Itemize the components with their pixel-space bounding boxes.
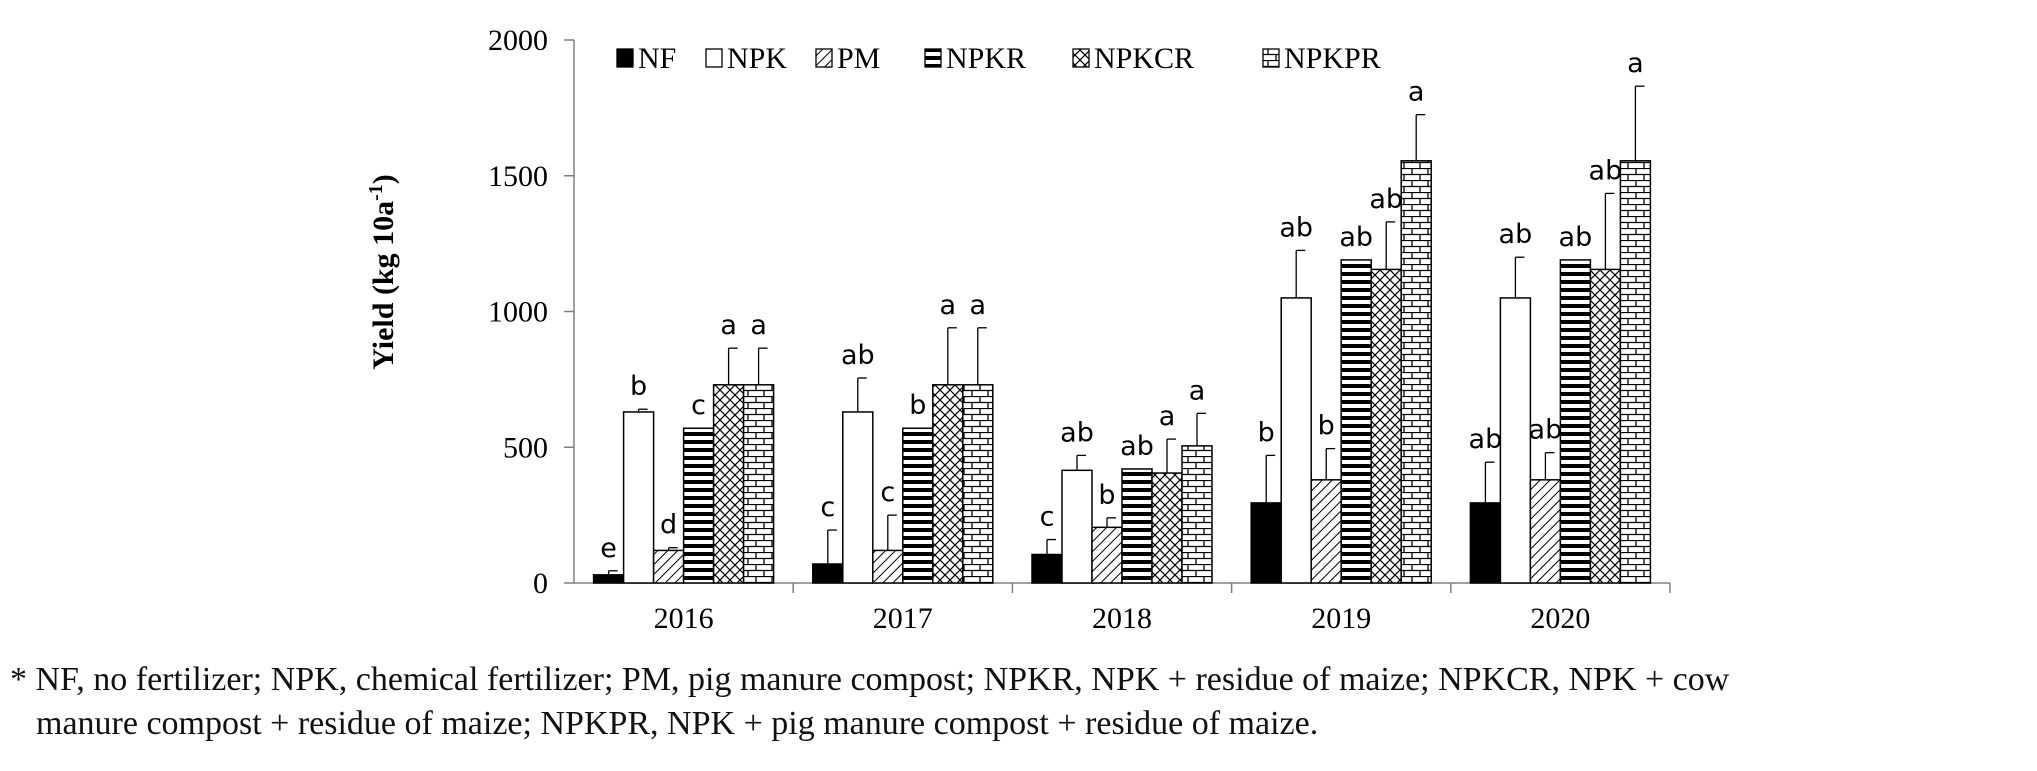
significance-letter: a [1408,77,1425,108]
footnote: * NF, no fertilizer; NPK, chemical ferti… [10,658,2030,746]
bar-pm-2020 [1529,479,1562,584]
bar-npk-2020 [1499,297,1532,584]
legend-swatch-npkr [924,48,942,68]
axes: 0 500 1000 1500 2000 2016 2017 2018 2019 2020 [488,24,1671,635]
significance-letter: a [970,290,987,321]
y-tick-label: 1000 [488,296,548,329]
bar-npkpr-2020 [1619,160,1652,584]
bar-npkpr-2019 [1400,160,1432,584]
bar-nf-2019 [1250,502,1282,584]
legend-label-nf: NF [638,42,676,75]
footnote-line-2: manure compost + residue of maize; NPKPR… [36,705,1319,742]
bar-pm-2019 [1310,479,1342,584]
bar-npk-2019 [1280,297,1312,584]
bar-npkr-2017 [902,427,934,584]
significance-letter: b [909,390,926,421]
bar-npkr-2016 [682,427,715,584]
significance-letter: ab [841,340,875,371]
bar-nf-2016 [592,574,625,584]
significance-letter: c [1040,502,1055,533]
significance-letter: a [1189,375,1206,406]
significance-letter: b [1098,480,1115,511]
significance-letter: a [940,290,957,321]
significance-letter: b [630,371,647,402]
significance-letter: ab [1279,212,1313,243]
x-tick-label: 2020 [1530,602,1590,635]
significance-letter: b [1318,411,1335,442]
significance-letter: b [1258,417,1275,448]
legend-swatch-npkpr [1262,48,1280,68]
bar-nf-2017 [812,563,844,584]
bar-npk-2016 [622,411,655,584]
bar-npk-2017 [842,411,874,584]
y-tick-label: 500 [503,431,548,464]
bar-npk-2018 [1061,469,1093,584]
bar-npkcr-2016 [712,384,745,584]
legend: NF NPK PM NPKR NPKCR NPKPR [616,42,1381,75]
significance-letter: ab [1499,219,1533,250]
significance-letter: ab [1589,155,1623,186]
significance-letter: c [691,390,706,421]
significance-letter: ab [1120,431,1154,462]
footnote-line-1: * NF, no fertilizer; NPK, chemical ferti… [10,661,1730,698]
legend-swatch-npkcr [1072,48,1090,68]
significance-letter: a [1159,401,1176,432]
legend-label-npkr: NPKR [946,42,1026,75]
significance-letter: c [880,477,895,508]
x-tick-label: 2017 [873,602,933,635]
bar-npkpr-2018 [1181,445,1213,584]
legend-label-npk: NPK [727,42,787,75]
y-axis-title: Yield (kg 10a-1) [365,174,400,370]
significance-letter: ab [1339,222,1373,253]
bar-pm-2017 [872,549,904,584]
bar-pm-2018 [1091,526,1123,584]
bar-chart: 0 500 1000 1500 2000 2016 2017 2018 2019 2020 e b d… [365,24,1671,635]
y-tick-label: 1500 [488,160,548,193]
legend-label-npkcr: NPKCR [1094,42,1194,75]
bar-npkcr-2017 [932,384,964,584]
y-tick-label: 0 [533,567,548,600]
legend-label-npkpr: NPKPR [1284,42,1381,75]
x-tick-label: 2019 [1311,602,1371,635]
significance-letter: c [820,492,835,523]
significance-letter: ab [1559,222,1593,253]
legend-swatch-nf [616,48,634,68]
significance-letter: d [660,510,677,541]
significance-letter: ab [1469,424,1503,455]
bar-npkr-2018 [1121,468,1153,584]
y-tick-label: 2000 [488,24,548,57]
bar-nf-2018 [1031,553,1063,584]
bar-npkcr-2019 [1370,268,1402,584]
significance-letter: e [600,533,617,564]
bar-npkcr-2020 [1589,268,1622,584]
significance-letter: a [750,310,767,341]
significance-letter: ab [1060,417,1094,448]
bar-npkpr-2017 [962,384,994,584]
legend-swatch-npk [705,48,723,68]
bar-npkpr-2016 [742,384,775,584]
significance-letter: a [720,310,737,341]
legend-swatch-pm [815,48,833,68]
bar-npkr-2020 [1559,259,1592,584]
bar-npkcr-2018 [1151,472,1183,584]
legend-label-pm: PM [837,42,880,75]
x-tick-label: 2018 [1092,602,1152,635]
bar-npkr-2019 [1340,259,1372,584]
significance-letter: a [1627,48,1644,79]
bar-pm-2016 [652,549,685,584]
significance-letter: ab [1369,184,1403,215]
x-tick-label: 2016 [654,602,714,635]
bar-nf-2020 [1469,502,1502,584]
significance-letter: ab [1529,415,1563,446]
